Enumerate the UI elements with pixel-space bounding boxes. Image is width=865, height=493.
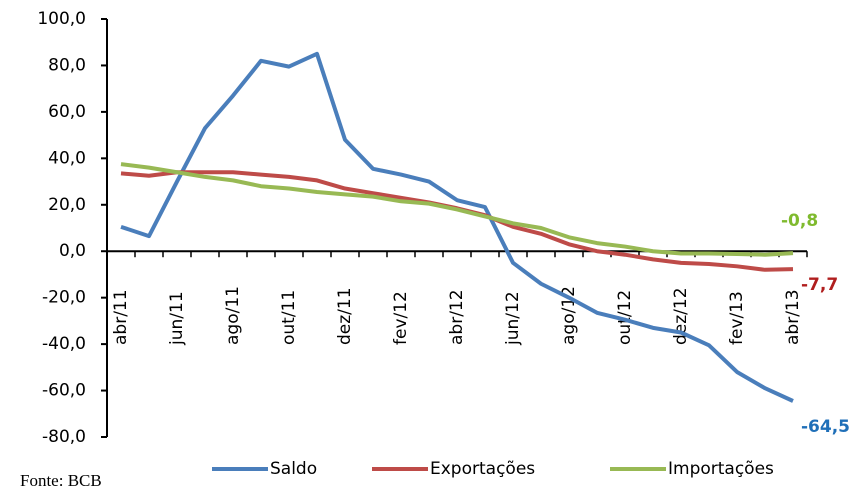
y-tick-label: 60,0 [48, 102, 86, 122]
x-tick-label: fev/13 [727, 291, 747, 345]
end-label: -64,5 [801, 417, 850, 437]
source: Fonte: BCB [20, 471, 102, 490]
legend-label: Exportações [430, 459, 535, 479]
series-line [120, 51, 794, 403]
y-tick-label: 20,0 [48, 195, 86, 215]
y-tick-label: -40,0 [42, 334, 86, 354]
x-tick-label: jun/11 [167, 291, 187, 346]
x-tick-label: out/12 [615, 290, 635, 345]
x-tick-label: fev/12 [391, 291, 411, 345]
x-tick-label: abr/12 [447, 289, 467, 345]
x-tick-label: abr/13 [783, 289, 803, 345]
x-tick-label: abr/11 [111, 289, 131, 345]
x-tick-label: jun/12 [503, 291, 523, 346]
x-tick-label: ago/11 [223, 286, 243, 345]
y-tick-label: 100,0 [37, 9, 86, 29]
y-tick-label: 0,0 [59, 241, 86, 261]
legend-label: Importações [668, 459, 774, 479]
x-tick-label: dez/11 [335, 287, 355, 345]
y-tick-label: 40,0 [48, 148, 86, 168]
legend-label: Saldo [270, 459, 317, 479]
series-line [120, 162, 794, 257]
y-tick-label: -60,0 [42, 381, 86, 401]
y-tick-label: -80,0 [42, 427, 86, 447]
end-label: -0,8 [781, 211, 818, 231]
y-tick-label: -20,0 [42, 288, 86, 308]
x-tick-label: out/11 [279, 290, 299, 345]
end-label: -7,7 [801, 275, 838, 295]
y-tick-label: 80,0 [48, 55, 86, 75]
